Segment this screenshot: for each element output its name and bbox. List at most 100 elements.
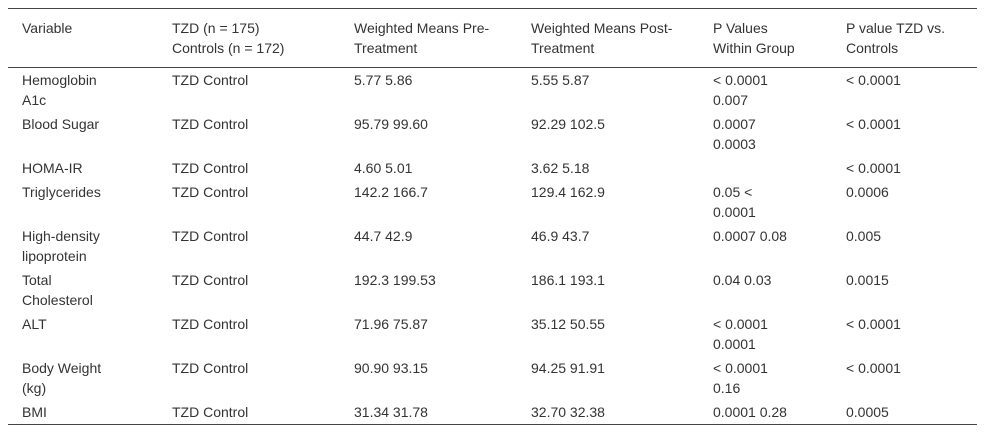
table-cell: High-density lipoprotein — [8, 224, 172, 268]
cell-text: TZD Control — [172, 316, 249, 332]
header-cell: Weighted Means Pre- Treatment — [354, 8, 531, 68]
cell-text: Triglycerides — [22, 184, 101, 200]
table-cell — [713, 156, 846, 180]
cell-text: 0.0007 0.0003 — [713, 116, 756, 152]
cell-text: 32.70 32.38 — [531, 404, 605, 420]
table-cell: Body Weight (kg) — [8, 356, 172, 400]
header-text: Weighted Means Pre- — [354, 20, 490, 36]
table-cell: < 0.0001 — [846, 112, 977, 156]
cell-text: 31.34 31.78 — [354, 404, 428, 420]
table-cell: 5.77 5.86 — [354, 68, 531, 113]
table-cell: < 0.0001 — [846, 356, 977, 400]
cell-text: 186.1 193.1 — [531, 272, 605, 288]
cell-text: < 0.0001 — [846, 116, 901, 132]
cell-text: 94.25 91.91 — [531, 360, 605, 376]
table-row: BMI TZD Control 31.34 31.78 32.70 32.38 0.00… — [8, 400, 977, 425]
cell-text: TZD Control — [172, 116, 249, 132]
cell-text: Total Cholesterol — [22, 272, 93, 308]
cell-text: < 0.0001 0.16 — [713, 360, 768, 396]
cell-text: 0.0007 0.08 — [713, 228, 787, 244]
table-cell: 0.0007 0.0003 — [713, 112, 846, 156]
header-text: Treatment — [354, 40, 418, 56]
cell-text: 0.0015 — [846, 272, 889, 288]
cell-text: 95.79 99.60 — [354, 116, 428, 132]
cell-text: High-density lipoprotein — [22, 228, 100, 264]
header-text: P value TZD vs. — [846, 20, 946, 36]
cell-text: < 0.0001 — [846, 72, 901, 88]
table-cell: < 0.0001 — [846, 312, 977, 356]
table-cell: TZD Control — [172, 224, 354, 268]
table-cell: TZD Control — [172, 112, 354, 156]
table-cell: < 0.0001 — [846, 156, 977, 180]
header-row: Variable TZD (n = 175) Controls (n = 172) W… — [8, 8, 977, 68]
table-cell: HOMA-IR — [8, 156, 172, 180]
table-cell: 186.1 193.1 — [531, 268, 713, 312]
cell-text: HOMA-IR — [22, 160, 83, 176]
table-cell: 0.04 0.03 — [713, 268, 846, 312]
cell-text: 192.3 199.53 — [354, 272, 436, 288]
cell-text: 0.04 0.03 — [713, 272, 772, 288]
table-cell: < 0.0001 0.007 — [713, 68, 846, 113]
cell-text: 90.90 93.15 — [354, 360, 428, 376]
cell-text: ALT — [22, 316, 47, 332]
cell-text: Hemoglobin A1c — [22, 72, 97, 108]
table-row: HOMA-IR TZD Control 4.60 5.01 3.62 5.18 < 0.… — [8, 156, 977, 180]
data-table: Variable TZD (n = 175) Controls (n = 172) W… — [8, 8, 977, 425]
table-cell: 142.2 166.7 — [354, 180, 531, 224]
table-cell: 71.96 75.87 — [354, 312, 531, 356]
cell-text: < 0.0001 0.007 — [713, 72, 768, 108]
table-cell: 46.9 43.7 — [531, 224, 713, 268]
header-text: Controls — [846, 40, 899, 56]
table-cell: 0.0005 — [846, 400, 977, 425]
cell-text: Body Weight (kg) — [22, 360, 102, 396]
table-cell: 0.0006 — [846, 180, 977, 224]
cell-text: 129.4 162.9 — [531, 184, 605, 200]
cell-text: TZD Control — [172, 184, 249, 200]
table-row: High-density lipoprotein TZD Control 44.7 … — [8, 224, 977, 268]
cell-text: TZD Control — [172, 360, 249, 376]
cell-text: 44.7 42.9 — [354, 228, 413, 244]
table-body: Hemoglobin A1c TZD Control 5.77 5.86 5.55 5… — [8, 68, 977, 425]
table-cell: TZD Control — [172, 268, 354, 312]
table-cell: ALT — [8, 312, 172, 356]
table-cell: Triglycerides — [8, 180, 172, 224]
cell-text: < 0.0001 — [846, 360, 901, 376]
cell-text: TZD Control — [172, 272, 249, 288]
table-cell: TZD Control — [172, 356, 354, 400]
table-row: Hemoglobin A1c TZD Control 5.77 5.86 5.55 5… — [8, 68, 977, 113]
table-cell: Hemoglobin A1c — [8, 68, 172, 113]
table-cell: 3.62 5.18 — [531, 156, 713, 180]
header-cell: TZD (n = 175) Controls (n = 172) — [172, 8, 354, 68]
header-text: Treatment — [531, 40, 595, 56]
table-cell: 92.29 102.5 — [531, 112, 713, 156]
header-cell: Variable — [8, 8, 172, 68]
table-cell: TZD Control — [172, 400, 354, 425]
table-cell: Blood Sugar — [8, 112, 172, 156]
table-cell: 31.34 31.78 — [354, 400, 531, 425]
table-cell: < 0.0001 0.16 — [713, 356, 846, 400]
table-cell: TZD Control — [172, 312, 354, 356]
cell-text: TZD Control — [172, 160, 249, 176]
table-cell: 35.12 50.55 — [531, 312, 713, 356]
header-text: Variable — [22, 20, 73, 36]
cell-text: 142.2 166.7 — [354, 184, 428, 200]
table-cell: 4.60 5.01 — [354, 156, 531, 180]
table-cell: Total Cholesterol — [8, 268, 172, 312]
table-cell: 192.3 199.53 — [354, 268, 531, 312]
cell-text: < 0.0001 — [846, 160, 901, 176]
header-cell: Weighted Means Post- Treatment — [531, 8, 713, 68]
cell-text: 3.62 5.18 — [531, 160, 590, 176]
table-row: Total Cholesterol TZD Control 192.3 199.53… — [8, 268, 977, 312]
cell-text: BMI — [22, 404, 47, 420]
cell-text: TZD Control — [172, 404, 249, 420]
table-cell: 5.55 5.87 — [531, 68, 713, 113]
table-row: ALT TZD Control 71.96 75.87 35.12 50.55 < 0.… — [8, 312, 977, 356]
header-text: Weighted Means Post- — [531, 20, 673, 36]
header-text: P Values — [713, 20, 768, 36]
header-text: Within Group — [713, 40, 795, 56]
cell-text: 0.0001 0.28 — [713, 404, 787, 420]
cell-text: 5.55 5.87 — [531, 72, 590, 88]
cell-text: TZD Control — [172, 228, 249, 244]
cell-text: 0.0006 — [846, 184, 889, 200]
